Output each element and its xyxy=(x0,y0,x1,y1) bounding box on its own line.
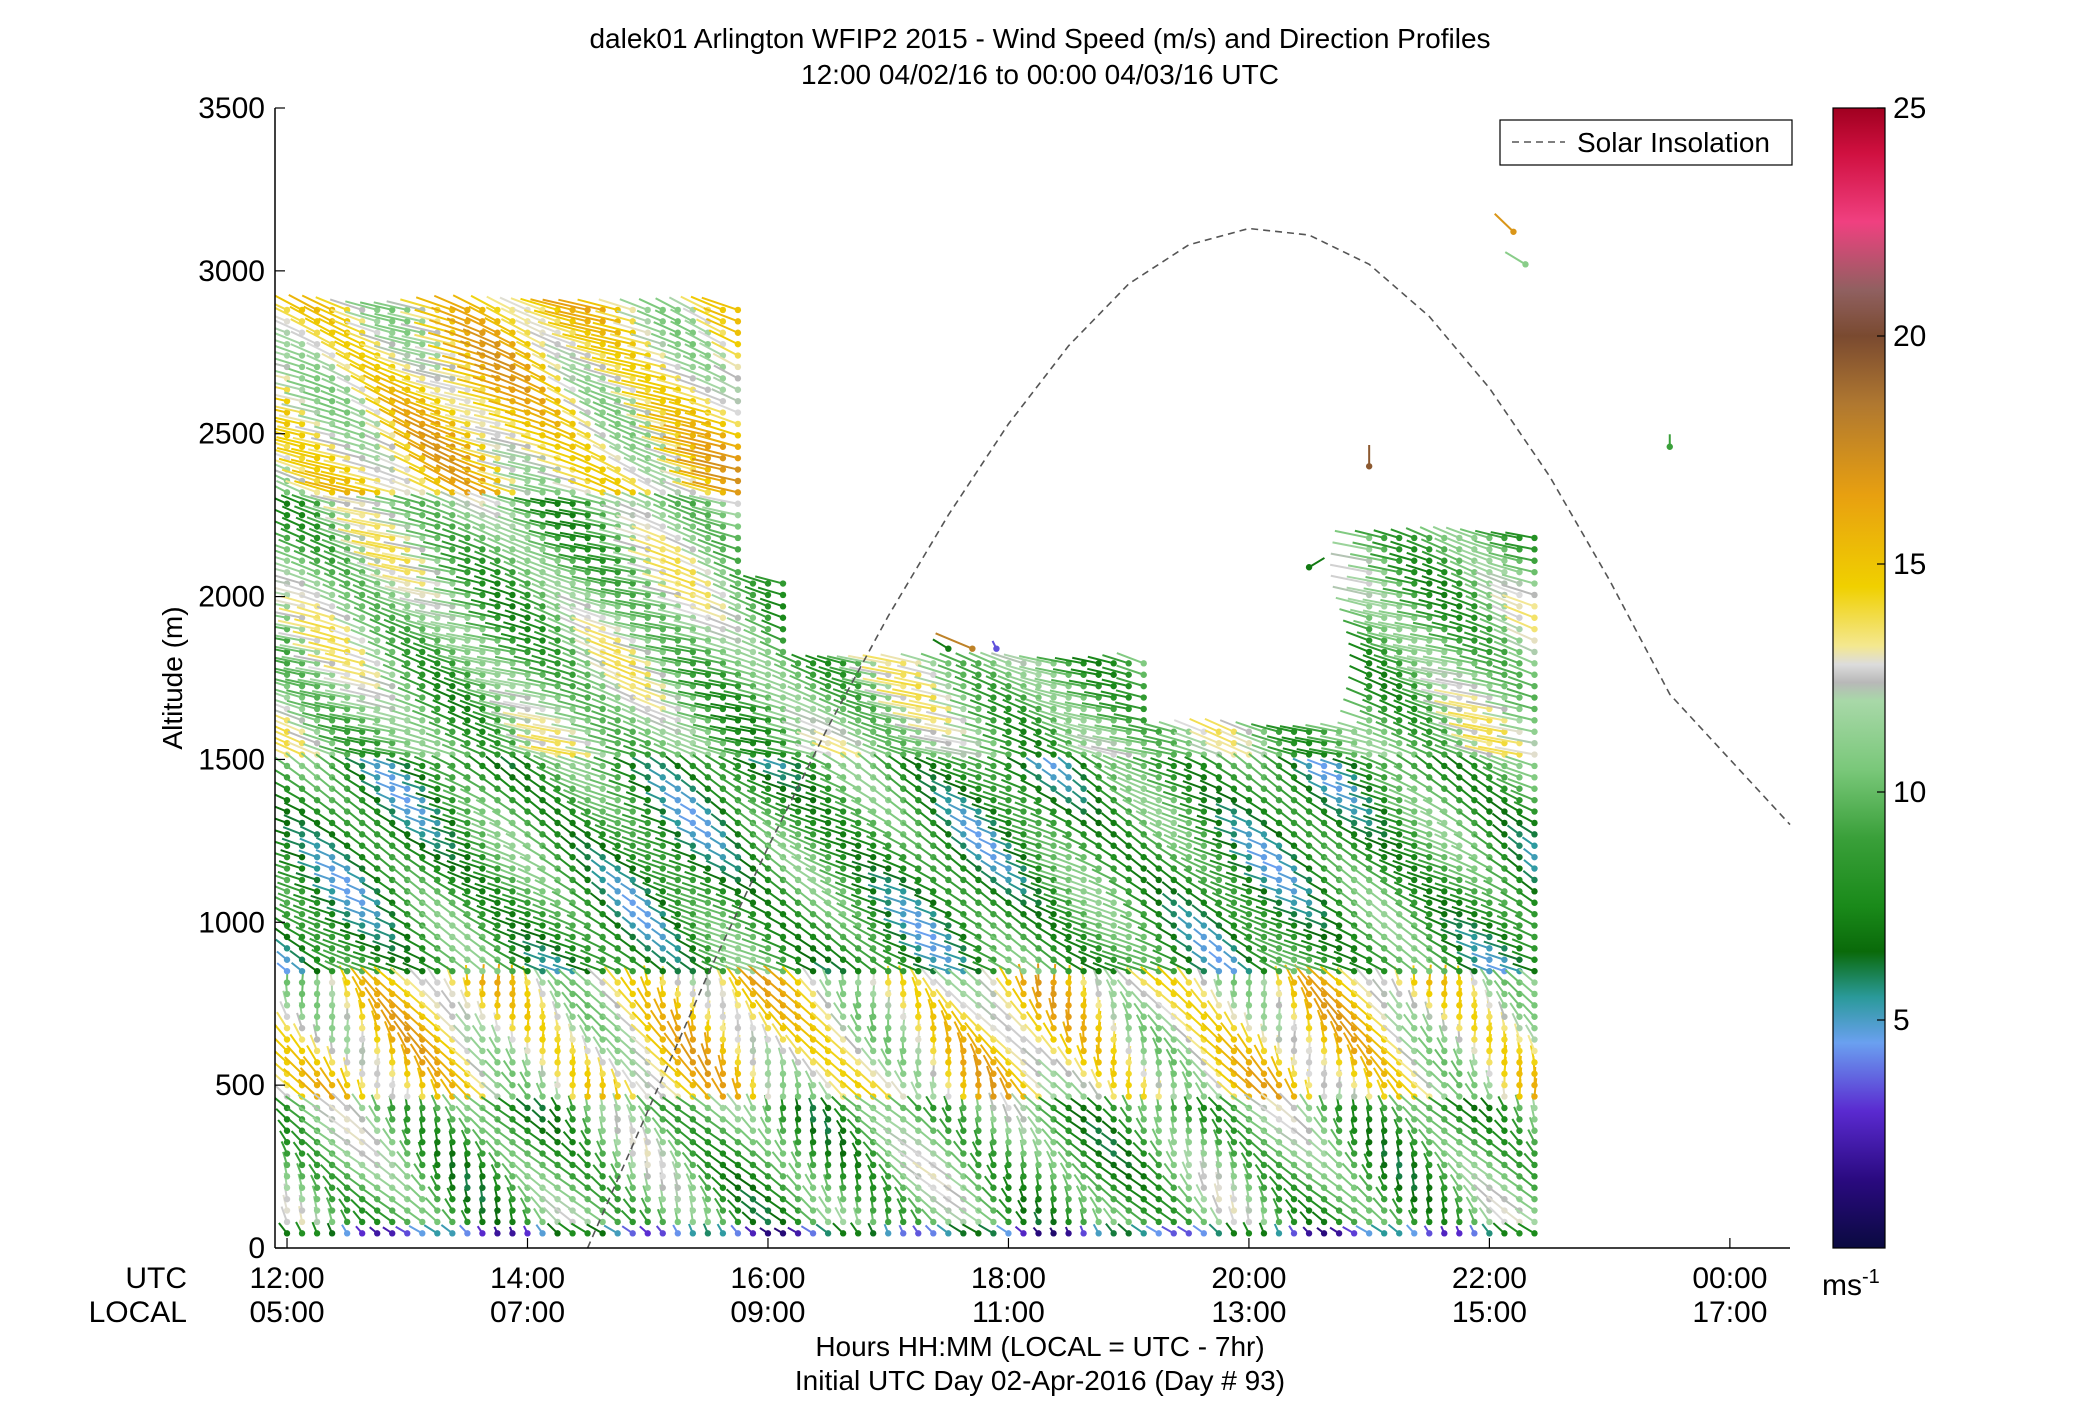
wind-profile-figure: dalek01 Arlington WFIP2 2015 - Wind Spee… xyxy=(0,0,2098,1425)
plot-area xyxy=(275,108,1790,1248)
chart-subtitle: 12:00 04/02/16 to 00:00 04/03/16 UTC xyxy=(801,59,1279,90)
chart-title: dalek01 Arlington WFIP2 2015 - Wind Spee… xyxy=(589,23,1490,54)
